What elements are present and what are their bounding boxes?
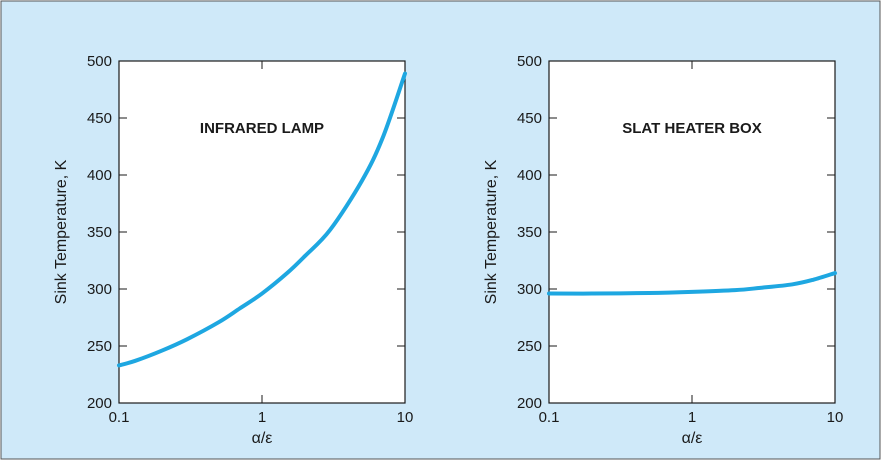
y-tick-label: 400 (87, 167, 112, 184)
x-tick-label: 0.1 (109, 409, 130, 426)
y-tick-label: 350 (87, 224, 112, 241)
x-tick-label: 10 (397, 409, 414, 426)
y-axis-label: Sink Temperature, K (483, 159, 500, 304)
y-tick-label: 500 (517, 53, 542, 70)
y-tick-label: 250 (517, 338, 542, 355)
x-tick-label: 10 (827, 409, 844, 426)
x-axis-label: α/ε (682, 430, 703, 447)
y-tick-label: 400 (517, 167, 542, 184)
axis-ticks: 200 250 300 350 400 450 500 0.1 1 10 (87, 53, 413, 426)
chart-infrared-lamp: INFRARED LAMP Sink Temperature, K α/ε 20… (53, 53, 413, 447)
y-tick-label: 200 (87, 395, 112, 412)
y-tick-label: 200 (517, 395, 542, 412)
chart-title: INFRARED LAMP (200, 120, 324, 137)
y-tick-label: 350 (517, 224, 542, 241)
axis-ticks: 200 250 300 350 400 450 500 0.1 1 10 (517, 53, 843, 426)
series-line-sink-temperature (547, 271, 837, 296)
x-tick-label: 1 (688, 409, 696, 426)
y-tick-label: 250 (87, 338, 112, 355)
y-tick-label: 300 (517, 281, 542, 298)
x-axis-label: α/ε (252, 430, 273, 447)
chart-slat-heater-box: SLAT HEATER BOX Sink Temperature, K α/ε … (483, 53, 843, 447)
chart-title: SLAT HEATER BOX (622, 120, 761, 137)
x-tick-label: 0.1 (539, 409, 560, 426)
y-tick-label: 300 (87, 281, 112, 298)
plot-frame (548, 60, 836, 404)
plot-frame (118, 60, 406, 404)
y-tick-label: 500 (87, 53, 112, 70)
y-tick-label: 450 (87, 110, 112, 127)
y-tick-label: 450 (517, 110, 542, 127)
x-tick-label: 1 (258, 409, 266, 426)
y-axis-label: Sink Temperature, K (53, 159, 70, 304)
series-line-sink-temperature (117, 71, 407, 368)
